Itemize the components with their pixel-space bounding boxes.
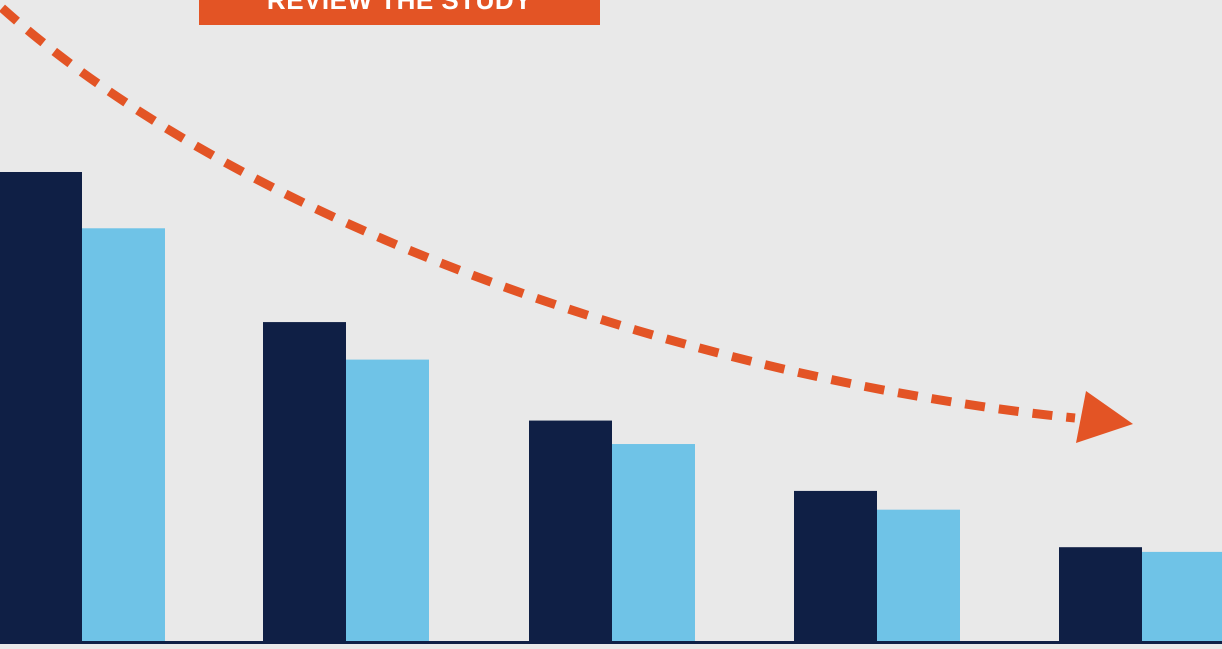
bar-series-1-category-1 (0, 172, 82, 644)
bar-series-1-category-4 (794, 490, 877, 644)
review-study-button[interactable]: REVIEW THE STUDY (199, 0, 600, 25)
bar-series-2-category-5 (1142, 551, 1222, 644)
trend-arrow-line (0, 4, 1076, 423)
bar-series-2-category-1 (82, 228, 165, 644)
bar-series-1-category-3 (529, 420, 612, 644)
bar-series-1-category-2 (263, 322, 346, 644)
bar-series-2-category-2 (346, 359, 429, 644)
bar-series-1-category-5 (1059, 547, 1142, 644)
bar-series-2-category-4 (877, 509, 960, 644)
bar-series-2-category-3 (612, 444, 695, 644)
trend-arrow-head-icon (1076, 391, 1133, 443)
x-axis-baseline (0, 641, 1222, 644)
review-study-button-label: REVIEW THE STUDY (266, 0, 533, 15)
